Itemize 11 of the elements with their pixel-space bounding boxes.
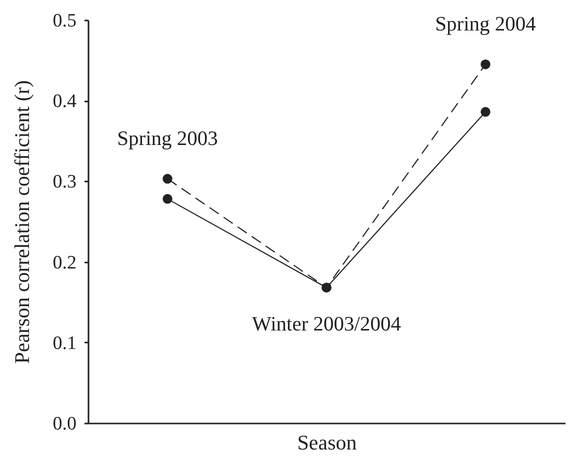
x-axis-title: Season (297, 430, 358, 454)
y-tick-label: 0.1 (52, 332, 76, 354)
y-tick-label: 0.3 (52, 172, 76, 193)
y-tick-label: 0.4 (52, 91, 77, 112)
x-tick-label: Spring 2004 (435, 13, 536, 36)
x-tick-label: Winter 2003/2004 (252, 314, 401, 336)
y-tick-label: 0.2 (52, 252, 76, 274)
y-tick-label: 0.5 (52, 10, 76, 32)
x-tick-label: Spring 2003 (117, 128, 218, 150)
y-axis-title: Pearson correlation coefficient (r) (10, 80, 34, 364)
y-tick-label: 0.0 (52, 414, 76, 434)
